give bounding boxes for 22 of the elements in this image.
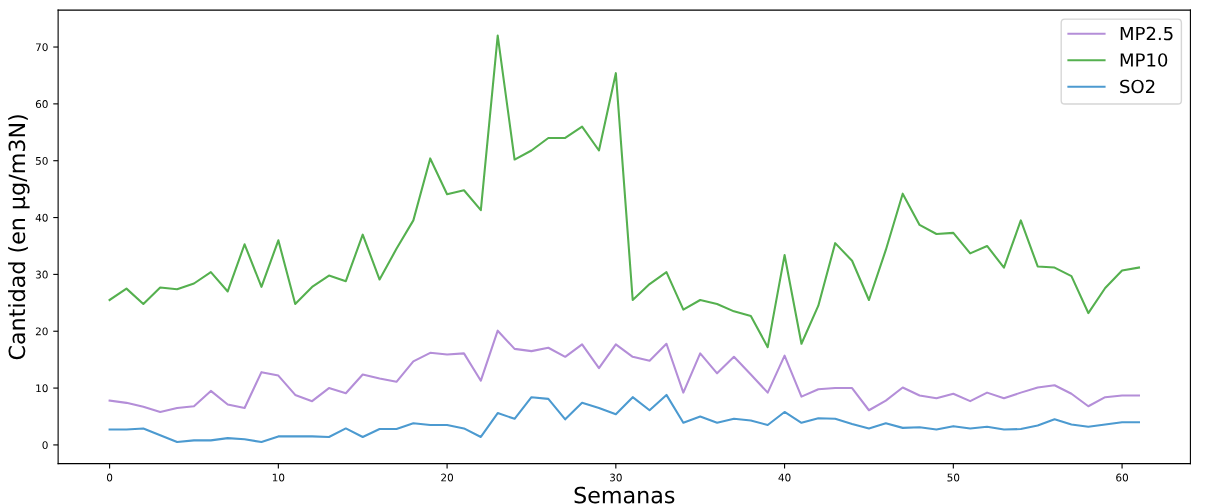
legend-label: MP10 <box>1120 53 1168 67</box>
x-tick-label: 0 <box>106 473 113 482</box>
y-tick-label: 0 <box>42 441 48 450</box>
x-tick-label: 60 <box>1116 473 1129 482</box>
y-tick-label: 70 <box>36 43 48 52</box>
x-tick-label: 10 <box>272 473 285 482</box>
y-tick-label: 20 <box>35 327 48 336</box>
y-tick-label: 10 <box>36 384 48 393</box>
legend-label: SO2 <box>1120 79 1155 94</box>
line-series <box>108 393 1140 444</box>
y-tick-label: 40 <box>35 213 48 222</box>
x-tick-label: 40 <box>778 473 791 482</box>
line-series <box>108 329 1140 413</box>
y-tick-label: 60 <box>35 100 48 108</box>
y-tick-label: 50 <box>35 156 48 165</box>
x-tick-label: 20 <box>441 473 454 482</box>
y-axis-title: Cantidad (en µg/m3N) <box>8 115 30 360</box>
x-axis-title: Semanas <box>574 486 675 504</box>
y-tick-label: 30 <box>35 270 48 279</box>
legend-label: MP2.5 <box>1120 26 1173 41</box>
x-tick-label: 50 <box>947 473 960 482</box>
x-tick-label: 30 <box>610 473 622 482</box>
